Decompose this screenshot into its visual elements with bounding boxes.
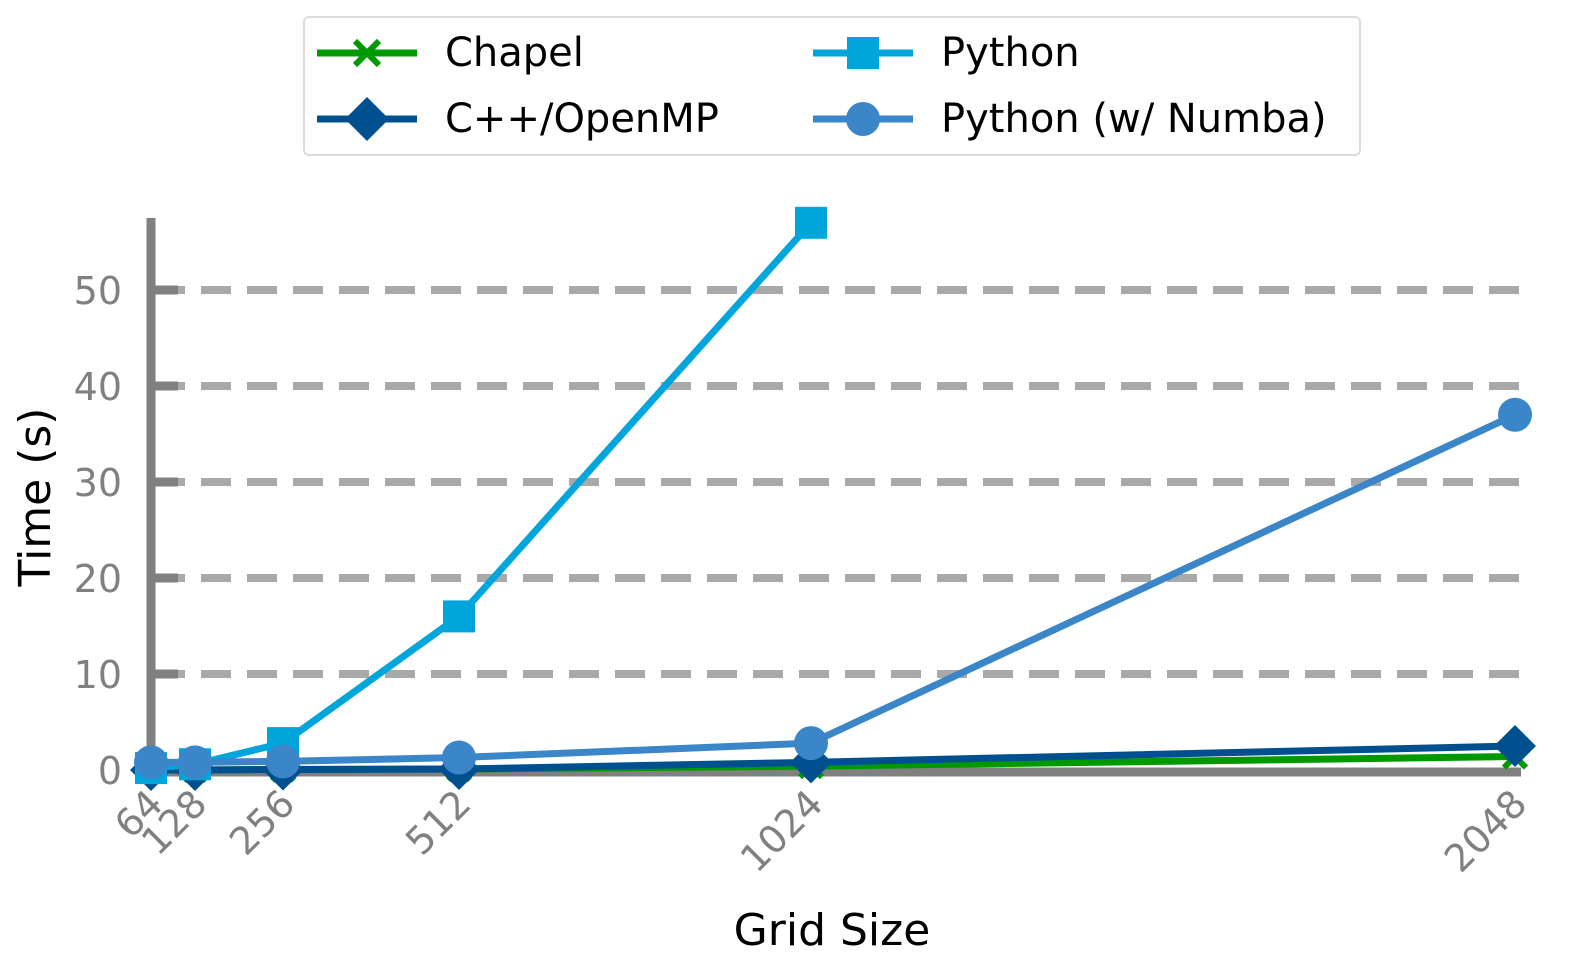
data-point-circle: [178, 745, 212, 779]
data-point-diamond: [1494, 725, 1536, 767]
x-axis-title: Grid Size: [734, 905, 931, 956]
legend-label-python: Python: [941, 30, 1080, 76]
data-point-square: [795, 207, 827, 239]
x-tick-label: 2048: [1436, 781, 1536, 881]
legend-item-python-numba: Python (w/ Numba): [813, 94, 1327, 144]
x-tick-label: 512: [397, 781, 479, 863]
data-point-circle: [266, 744, 300, 778]
legend-item-chapel: Chapel: [317, 28, 584, 78]
series: [130, 207, 1536, 791]
legend-item-python: Python: [813, 28, 1080, 78]
x-tick-label: 1024: [732, 781, 832, 881]
y-tick-label: 20: [74, 557, 122, 601]
legend: Chapel C++/OpenMP Python Python (w/ Numb…: [303, 16, 1361, 156]
y-tick-label: 40: [74, 365, 122, 409]
series-line: [151, 223, 811, 768]
y-tick-label: 0: [98, 749, 122, 793]
gridlines: [155, 290, 1520, 674]
x-tick-label: 256: [221, 781, 303, 863]
legend-label-python-numba: Python (w/ Numba): [941, 96, 1327, 142]
data-point-circle: [1498, 398, 1532, 432]
data-point-circle: [794, 726, 828, 760]
circle-marker-icon: [813, 94, 913, 144]
legend-label-cpp-openmp: C++/OpenMP: [445, 96, 719, 142]
y-tick-label: 30: [74, 461, 122, 505]
series-python-w-numba-: [134, 398, 1532, 780]
series-line: [151, 415, 1515, 763]
y-tick-label: 50: [74, 269, 122, 313]
x-marker-icon: [317, 28, 417, 78]
legend-item-cpp-openmp: C++/OpenMP: [317, 94, 719, 144]
legend-label-chapel: Chapel: [445, 30, 584, 76]
diamond-marker-icon: [317, 94, 417, 144]
square-marker-icon: [813, 28, 913, 78]
data-point-circle: [442, 741, 476, 775]
data-point-square: [443, 600, 475, 632]
y-axis-title: Time (s): [10, 408, 61, 588]
y-tick-label: 10: [74, 653, 122, 697]
data-point-circle: [134, 745, 168, 779]
